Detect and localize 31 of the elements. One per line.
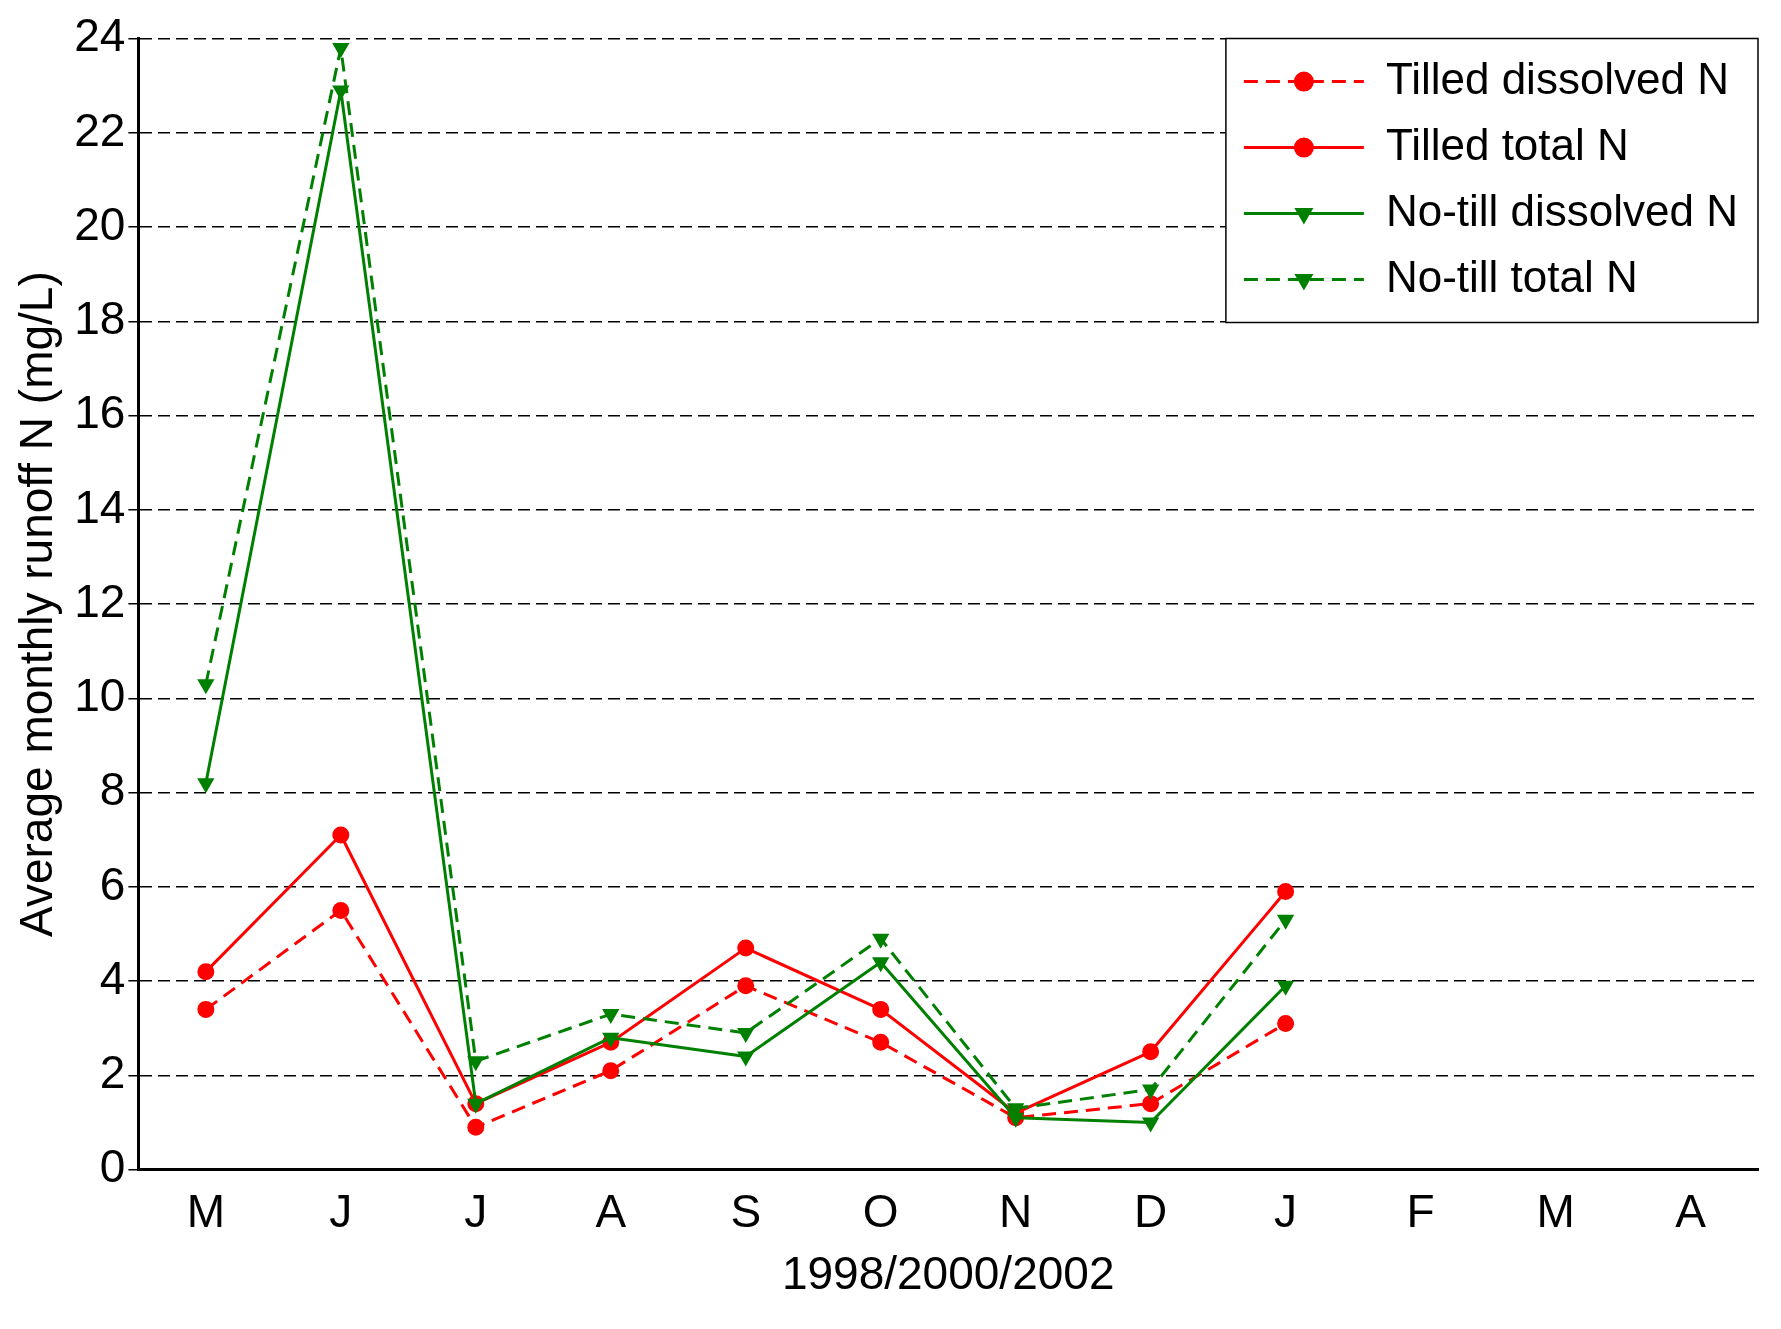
- y-axis-title: Average monthly runoff N (mg/L): [10, 271, 63, 937]
- y-tick-label: 8: [99, 763, 126, 816]
- y-tick-label: 14: [74, 480, 126, 533]
- legend-label: Tilled dissolved N: [1385, 53, 1730, 103]
- legend-label: No-till dissolved N: [1385, 185, 1738, 235]
- y-tick-label: 4: [99, 951, 126, 1004]
- x-tick-label: F: [1406, 1184, 1435, 1237]
- legend-label: Tilled total N: [1385, 119, 1629, 169]
- y-tick-label: 0: [99, 1140, 126, 1193]
- x-tick-label: O: [862, 1184, 899, 1237]
- legend-label: No-till total N: [1385, 251, 1638, 301]
- y-tick-label: 10: [74, 669, 126, 722]
- y-tick-label: 20: [74, 197, 126, 250]
- x-tick-label: D: [1134, 1184, 1168, 1237]
- y-tick-label: 22: [74, 103, 126, 156]
- x-tick-label: S: [730, 1184, 762, 1237]
- y-tick-label: 24: [74, 9, 126, 62]
- y-tick-label: 16: [74, 386, 126, 439]
- y-tick-label: 6: [99, 857, 126, 910]
- x-tick-label: M: [186, 1184, 226, 1237]
- x-tick-label: A: [595, 1184, 627, 1237]
- x-tick-label: A: [1675, 1184, 1707, 1237]
- x-tick-label: J: [1274, 1184, 1298, 1237]
- x-axis-title: 1998/2000/2002: [781, 1247, 1115, 1300]
- x-tick-label: N: [999, 1184, 1033, 1237]
- x-tick-label: M: [1536, 1184, 1575, 1237]
- y-tick-label: 12: [74, 574, 126, 627]
- x-tick-label: J: [329, 1184, 353, 1237]
- y-tick-label: 2: [99, 1046, 126, 1099]
- y-tick-label: 18: [74, 292, 126, 345]
- x-tick-label: J: [464, 1184, 488, 1237]
